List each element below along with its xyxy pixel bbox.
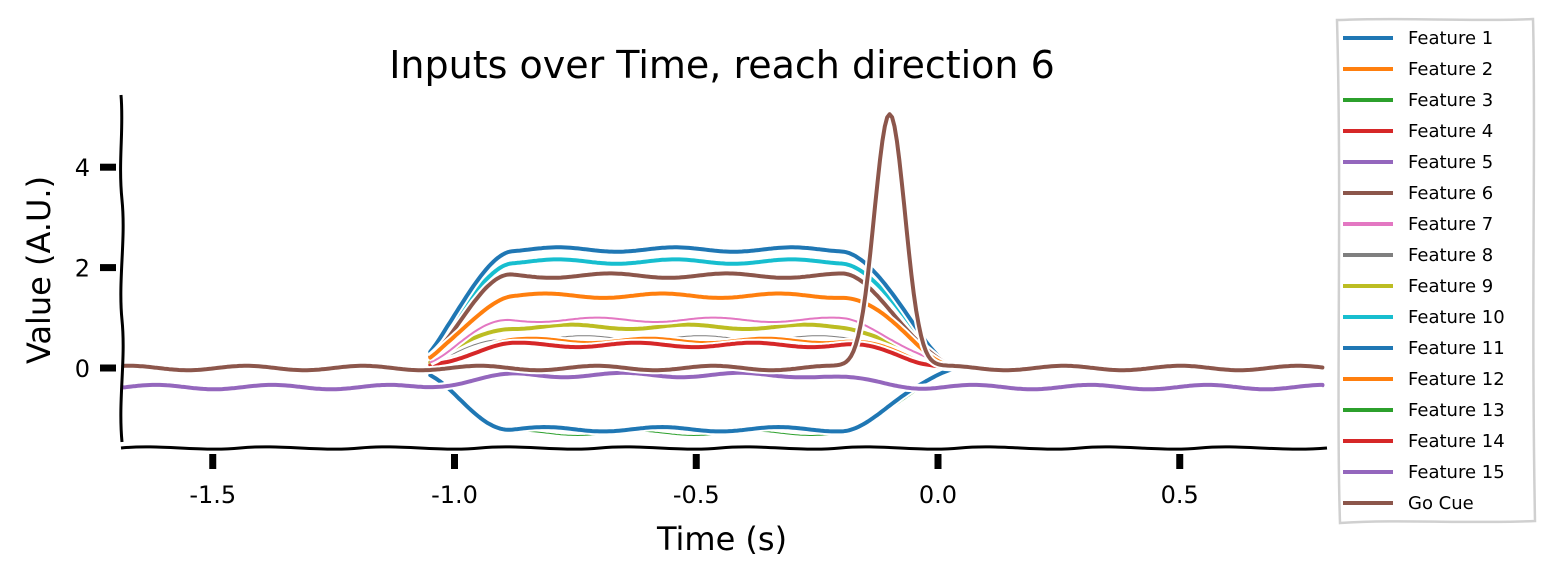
x-ticks: -1.5 -1.0 -0.5 0.0 0.5 (189, 454, 1199, 509)
series-line-go-cue (121, 112, 1325, 373)
x-tick-label: 0.0 (919, 481, 957, 509)
series-line-feature-7 (429, 316, 978, 369)
legend-frame (1335, 17, 1537, 525)
x-tick-label: -0.5 (673, 481, 720, 509)
x-tick-label: -1.5 (189, 481, 236, 509)
legend-label: Feature 5 (1408, 152, 1493, 173)
series-line-feature-5 (121, 370, 1325, 392)
legend-label: Feature 1 (1408, 28, 1493, 49)
y-ticks: 0 2 4 (75, 154, 116, 383)
x-axis-label: Time (s) (656, 520, 787, 558)
plot-area (121, 110, 1325, 438)
legend-label: Feature 12 (1408, 369, 1505, 390)
legend-label: Feature 8 (1408, 245, 1493, 266)
legend-label: Feature 3 (1408, 90, 1493, 111)
legend-label: Feature 15 (1408, 462, 1505, 483)
y-axis-label: Value (A.U.) (20, 176, 58, 364)
x-axis-line (120, 445, 1328, 451)
legend-label: Feature 6 (1408, 183, 1493, 204)
series-line-feature-10 (428, 257, 979, 370)
series-line-feature-9 (428, 322, 979, 370)
series-line-feature-11 (428, 366, 979, 434)
x-tick-label: -1.0 (431, 481, 478, 509)
series-line-feature-1 (428, 245, 979, 370)
y-tick-label: 0 (75, 355, 90, 383)
legend-label: Feature 11 (1408, 338, 1505, 359)
series-line-feature-6 (428, 271, 979, 370)
legend-label: Feature 2 (1408, 59, 1493, 80)
legend-label: Feature 13 (1408, 400, 1505, 421)
legend-label: Feature 14 (1408, 431, 1505, 452)
y-tick-label: 2 (75, 255, 90, 283)
legend-label: Feature 4 (1408, 121, 1493, 142)
legend-label: Feature 7 (1408, 214, 1493, 235)
y-tick-label: 4 (75, 154, 90, 182)
y-axis-line (119, 94, 125, 443)
series-line-feature-2 (428, 291, 979, 370)
legend-label: Feature 10 (1408, 307, 1505, 328)
chart-title: Inputs over Time, reach direction 6 (389, 43, 1055, 87)
series-line-feature-4 (428, 340, 979, 370)
legend-label: Feature 9 (1408, 276, 1493, 297)
x-tick-label: 0.5 (1161, 481, 1199, 509)
series-halo (121, 110, 1324, 375)
legend-label: Go Cue (1408, 493, 1474, 514)
legend: Feature 1 Feature 2 Feature 3 Feature 4 Feat… (1335, 17, 1537, 525)
